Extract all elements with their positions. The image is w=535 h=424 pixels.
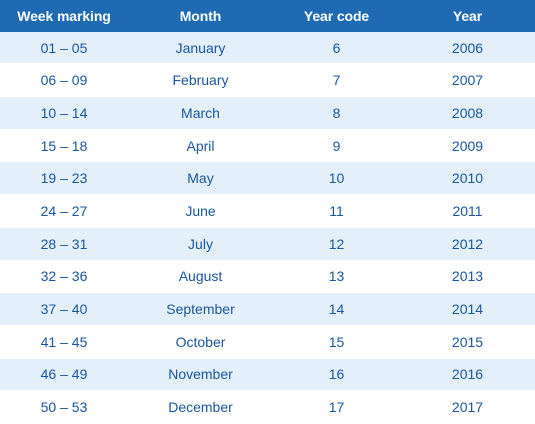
month-cell: August <box>178 268 223 285</box>
year-code-cell: 11 <box>329 202 344 219</box>
year-code-cell: 10 <box>328 170 345 187</box>
year-cell: 2009 <box>451 137 484 154</box>
year-cell: 2006 <box>451 39 484 56</box>
year-code-cell: 16 <box>328 366 345 383</box>
table-row: 06 – 09 February 7 2007 <box>0 64 535 98</box>
month-cell: January <box>175 39 226 56</box>
year-code-cell: 15 <box>328 333 345 350</box>
year-cell: 2012 <box>451 235 484 252</box>
week-marking-cell: 24 – 27 <box>40 202 88 219</box>
week-marking-cell: 15 – 18 <box>40 137 88 154</box>
table-row: 50 – 53 December 17 2017 <box>0 391 535 424</box>
table-row: 37 – 40 September 14 2014 <box>0 293 535 326</box>
header-year-code: Year code <box>303 7 370 24</box>
month-cell: May <box>187 170 214 187</box>
year-code-cell: 12 <box>328 235 345 252</box>
month-cell: December <box>168 399 233 416</box>
table-row: 24 – 27 June 11 2011 <box>0 195 535 228</box>
year-cell: 2016 <box>451 366 484 383</box>
week-marking-cell: 32 – 36 <box>40 268 88 285</box>
table-row: 01 – 05 January 6 2006 <box>0 31 535 65</box>
month-cell: February <box>172 72 229 89</box>
week-marking-cell: 41 – 45 <box>40 333 88 350</box>
table-row: 41 – 45 October 15 2015 <box>0 325 535 359</box>
year-code-cell: 9 <box>332 137 341 154</box>
year-code-cell: 6 <box>332 39 341 56</box>
month-cell: June <box>185 202 216 219</box>
week-marking-cell: 19 – 23 <box>40 170 88 187</box>
month-cell: March <box>181 104 220 121</box>
month-cell: October <box>175 333 226 350</box>
year-cell: 2015 <box>451 333 484 350</box>
week-marking-cell: 50 – 53 <box>40 399 88 416</box>
year-cell: 2008 <box>451 104 484 121</box>
year-cell: 2013 <box>451 268 484 285</box>
week-marking-cell: 06 – 09 <box>40 72 88 89</box>
table-row: 15 – 18 April 9 2009 <box>0 129 535 163</box>
year-cell: 2011 <box>452 202 483 219</box>
month-cell: July <box>188 235 213 252</box>
month-cell: September <box>166 301 235 318</box>
table-row: 28 – 31 July 12 2012 <box>0 227 535 261</box>
header-year: Year <box>452 7 483 24</box>
year-code-cell: 17 <box>328 399 345 416</box>
week-marking-cell: 10 – 14 <box>40 104 88 121</box>
week-marking-cell: 01 – 05 <box>40 39 88 56</box>
table-row: 32 – 36 August 13 2013 <box>0 260 535 294</box>
year-cell: 2014 <box>451 301 484 318</box>
table-row: 46 – 49 November 16 2016 <box>0 358 535 392</box>
header-month: Month <box>179 7 222 24</box>
year-cell: 2007 <box>451 72 484 89</box>
table-row: 10 – 14 March 8 2008 <box>0 97 535 130</box>
week-marking-cell: 28 – 31 <box>40 235 88 252</box>
week-marking-cell: 46 – 49 <box>40 366 88 383</box>
table-header-row: Week marking Month Year code Year <box>0 0 535 32</box>
year-code-cell: 7 <box>332 72 341 89</box>
year-cell: 2010 <box>451 170 484 187</box>
year-cell: 2017 <box>451 399 484 416</box>
table-row: 19 – 23 May 10 2010 <box>0 162 535 196</box>
week-marking-cell: 37 – 40 <box>40 301 88 318</box>
month-cell: November <box>168 366 233 383</box>
year-code-cell: 8 <box>332 104 341 121</box>
header-week-marking: Week marking <box>17 7 111 24</box>
month-cell: April <box>186 137 215 154</box>
year-code-cell: 14 <box>328 301 345 318</box>
year-code-cell: 13 <box>328 268 345 285</box>
